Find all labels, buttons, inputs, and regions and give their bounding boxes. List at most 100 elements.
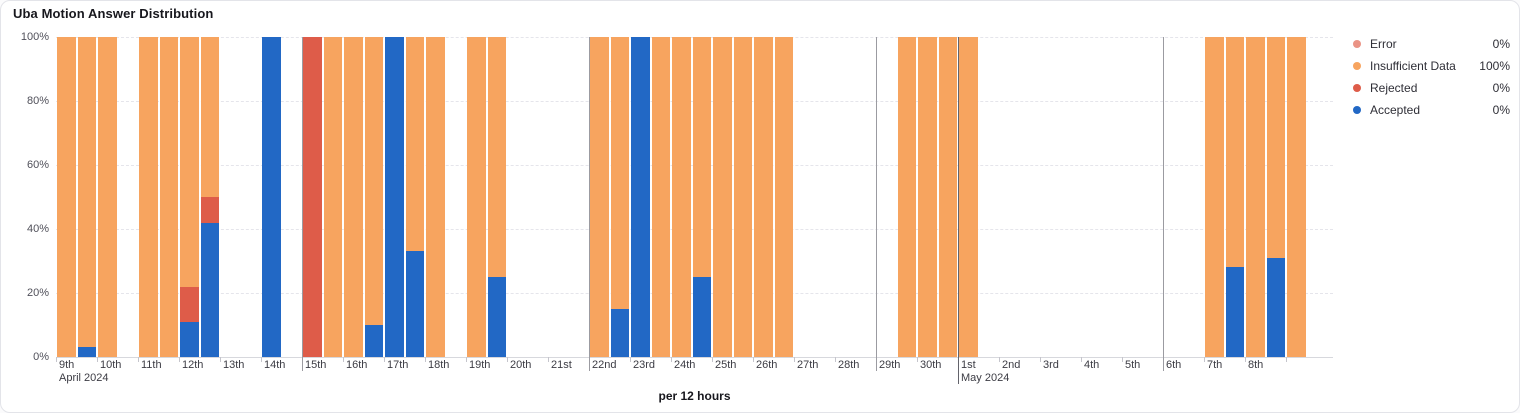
x-axis-label: 12th xyxy=(182,359,204,371)
x-axis-label: 11th xyxy=(141,359,162,371)
stacked-bar[interactable] xyxy=(959,37,978,357)
legend-swatch-icon xyxy=(1353,84,1361,92)
stacked-bar[interactable] xyxy=(713,37,732,357)
stacked-bar[interactable] xyxy=(1246,37,1265,357)
stacked-bar[interactable] xyxy=(139,37,158,357)
week-gridline xyxy=(589,37,590,371)
x-axis-tick xyxy=(466,357,467,362)
stacked-bar[interactable] xyxy=(405,37,424,357)
stacked-bar[interactable] xyxy=(426,37,445,357)
stacked-bar[interactable] xyxy=(672,37,691,357)
bar-segment-insufficient xyxy=(487,37,506,277)
bar-segment-insufficient xyxy=(610,37,629,309)
bar-segment-insufficient xyxy=(1266,37,1285,258)
bar-segment-accepted xyxy=(405,251,424,357)
x-axis-month-label: May 2024 xyxy=(961,372,1010,384)
bar-segment-accepted xyxy=(364,325,383,357)
stacked-bar[interactable] xyxy=(692,37,711,357)
legend-item-insufficient-data[interactable]: Insufficient Data 100% xyxy=(1353,55,1510,77)
stacked-bar[interactable] xyxy=(897,37,916,357)
x-axis-tick xyxy=(630,357,631,362)
stacked-bar[interactable] xyxy=(180,37,199,357)
stacked-bar[interactable] xyxy=(918,37,937,357)
x-axis-label: 2nd xyxy=(1002,359,1021,371)
stacked-bar[interactable] xyxy=(364,37,383,357)
bar-segment-insufficient xyxy=(1287,37,1306,357)
stacked-bar[interactable] xyxy=(1205,37,1224,357)
y-axis-label: 20% xyxy=(26,287,49,299)
legend-label: Insufficient Data xyxy=(1370,59,1456,73)
chart-title: Uba Motion Answer Distribution xyxy=(13,6,214,21)
legend-item-accepted[interactable]: Accepted 0% xyxy=(1353,99,1510,121)
legend-item-rejected[interactable]: Rejected 0% xyxy=(1353,77,1510,99)
bar-segment-accepted xyxy=(262,37,281,357)
x-axis-label: 24th xyxy=(674,359,696,371)
y-axis-label: 80% xyxy=(26,95,49,107)
week-gridline xyxy=(876,37,877,371)
bar-segment-accepted xyxy=(487,277,506,357)
stacked-bar[interactable] xyxy=(98,37,117,357)
stacked-bar[interactable] xyxy=(590,37,609,357)
stacked-bar[interactable] xyxy=(1287,37,1306,357)
stacked-bar[interactable] xyxy=(344,37,363,357)
bar-segment-insufficient xyxy=(467,37,486,357)
bar-segment-insufficient xyxy=(651,37,670,357)
x-axis-tick xyxy=(712,357,713,362)
stacked-bar[interactable] xyxy=(1225,37,1244,357)
x-axis-tick xyxy=(138,357,139,362)
stacked-bar[interactable] xyxy=(323,37,342,357)
legend-value: 0% xyxy=(1492,37,1510,51)
x-axis-label: 22nd xyxy=(592,359,617,371)
stacked-bar[interactable] xyxy=(754,37,773,357)
bar-segment-insufficient xyxy=(918,37,937,357)
stacked-bar[interactable] xyxy=(77,37,96,357)
x-axis-label: 30th xyxy=(920,359,942,371)
bar-segment-insufficient xyxy=(323,37,342,357)
stacked-bar[interactable] xyxy=(467,37,486,357)
stacked-bar[interactable] xyxy=(938,37,957,357)
x-axis-tick xyxy=(261,357,262,362)
x-axis-label: 1st xyxy=(961,359,976,371)
stacked-bar[interactable] xyxy=(631,37,650,357)
bar-segment-insufficient xyxy=(180,37,199,287)
legend-value: 0% xyxy=(1492,81,1510,95)
bar-segment-insufficient xyxy=(938,37,957,357)
bar-segment-accepted xyxy=(631,37,650,357)
bar-segment-insufficient xyxy=(405,37,424,252)
stacked-bar[interactable] xyxy=(487,37,506,357)
stacked-bar[interactable] xyxy=(385,37,404,357)
bar-segment-accepted xyxy=(77,347,96,357)
x-axis-label: 25th xyxy=(715,359,737,371)
stacked-bar[interactable] xyxy=(159,37,178,357)
month-gridline xyxy=(958,37,959,384)
stacked-bar[interactable] xyxy=(733,37,752,357)
bar-segment-accepted xyxy=(610,309,629,357)
x-axis-label: 27th xyxy=(797,359,819,371)
stacked-bar[interactable] xyxy=(610,37,629,357)
y-axis-label: 40% xyxy=(26,223,49,235)
bar-segment-insufficient xyxy=(1205,37,1224,357)
bar-segment-accepted xyxy=(180,321,199,357)
x-axis-label: 26th xyxy=(756,359,778,371)
x-axis-label: 14th xyxy=(264,359,286,371)
stacked-bar[interactable] xyxy=(200,37,219,357)
x-axis-label: 6th xyxy=(1166,359,1182,371)
legend-value: 100% xyxy=(1479,59,1510,73)
x-axis-tick xyxy=(1286,357,1287,362)
legend-item-error[interactable]: Error 0% xyxy=(1353,33,1510,55)
stacked-bar[interactable] xyxy=(774,37,793,357)
stacked-bar[interactable] xyxy=(1266,37,1285,357)
x-axis-tick xyxy=(384,357,385,362)
stacked-bar[interactable] xyxy=(651,37,670,357)
x-axis-label: 23rd xyxy=(633,359,656,371)
stacked-bar[interactable] xyxy=(303,37,322,357)
bar-segment-insufficient xyxy=(959,37,978,357)
bar-segment-rejected xyxy=(200,197,219,223)
x-axis-tick xyxy=(671,357,672,362)
y-axis-label: 100% xyxy=(20,31,49,43)
x-axis-tick xyxy=(179,357,180,362)
stacked-bar[interactable] xyxy=(262,37,281,357)
x-axis-tick xyxy=(343,357,344,362)
stacked-bar[interactable] xyxy=(57,37,76,357)
